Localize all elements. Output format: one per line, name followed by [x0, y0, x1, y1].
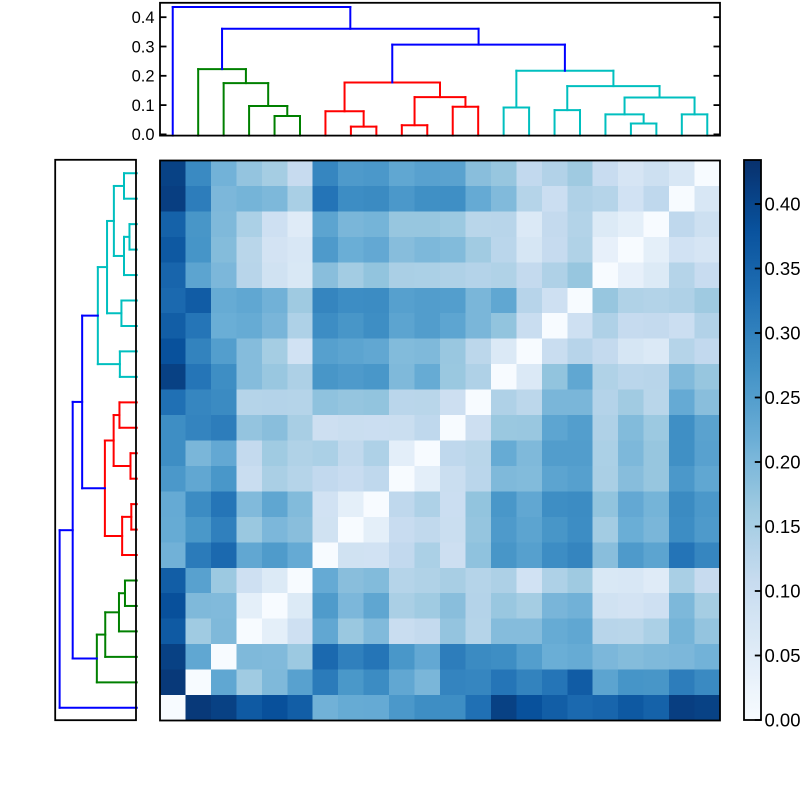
svg-text:0.00: 0.00	[765, 710, 800, 731]
svg-text:0.20: 0.20	[765, 452, 800, 473]
svg-text:0.15: 0.15	[765, 516, 800, 537]
svg-text:0.10: 0.10	[765, 581, 800, 602]
svg-text:0.3: 0.3	[132, 38, 155, 56]
svg-text:0.40: 0.40	[765, 194, 800, 215]
svg-text:0.05: 0.05	[765, 645, 800, 666]
svg-text:0.2: 0.2	[132, 68, 155, 86]
svg-text:0.35: 0.35	[765, 258, 800, 279]
svg-text:0.4: 0.4	[132, 9, 155, 27]
svg-text:0.1: 0.1	[132, 97, 155, 115]
svg-text:0.30: 0.30	[765, 323, 800, 344]
svg-text:0.0: 0.0	[132, 126, 155, 144]
svg-text:0.25: 0.25	[765, 387, 800, 408]
